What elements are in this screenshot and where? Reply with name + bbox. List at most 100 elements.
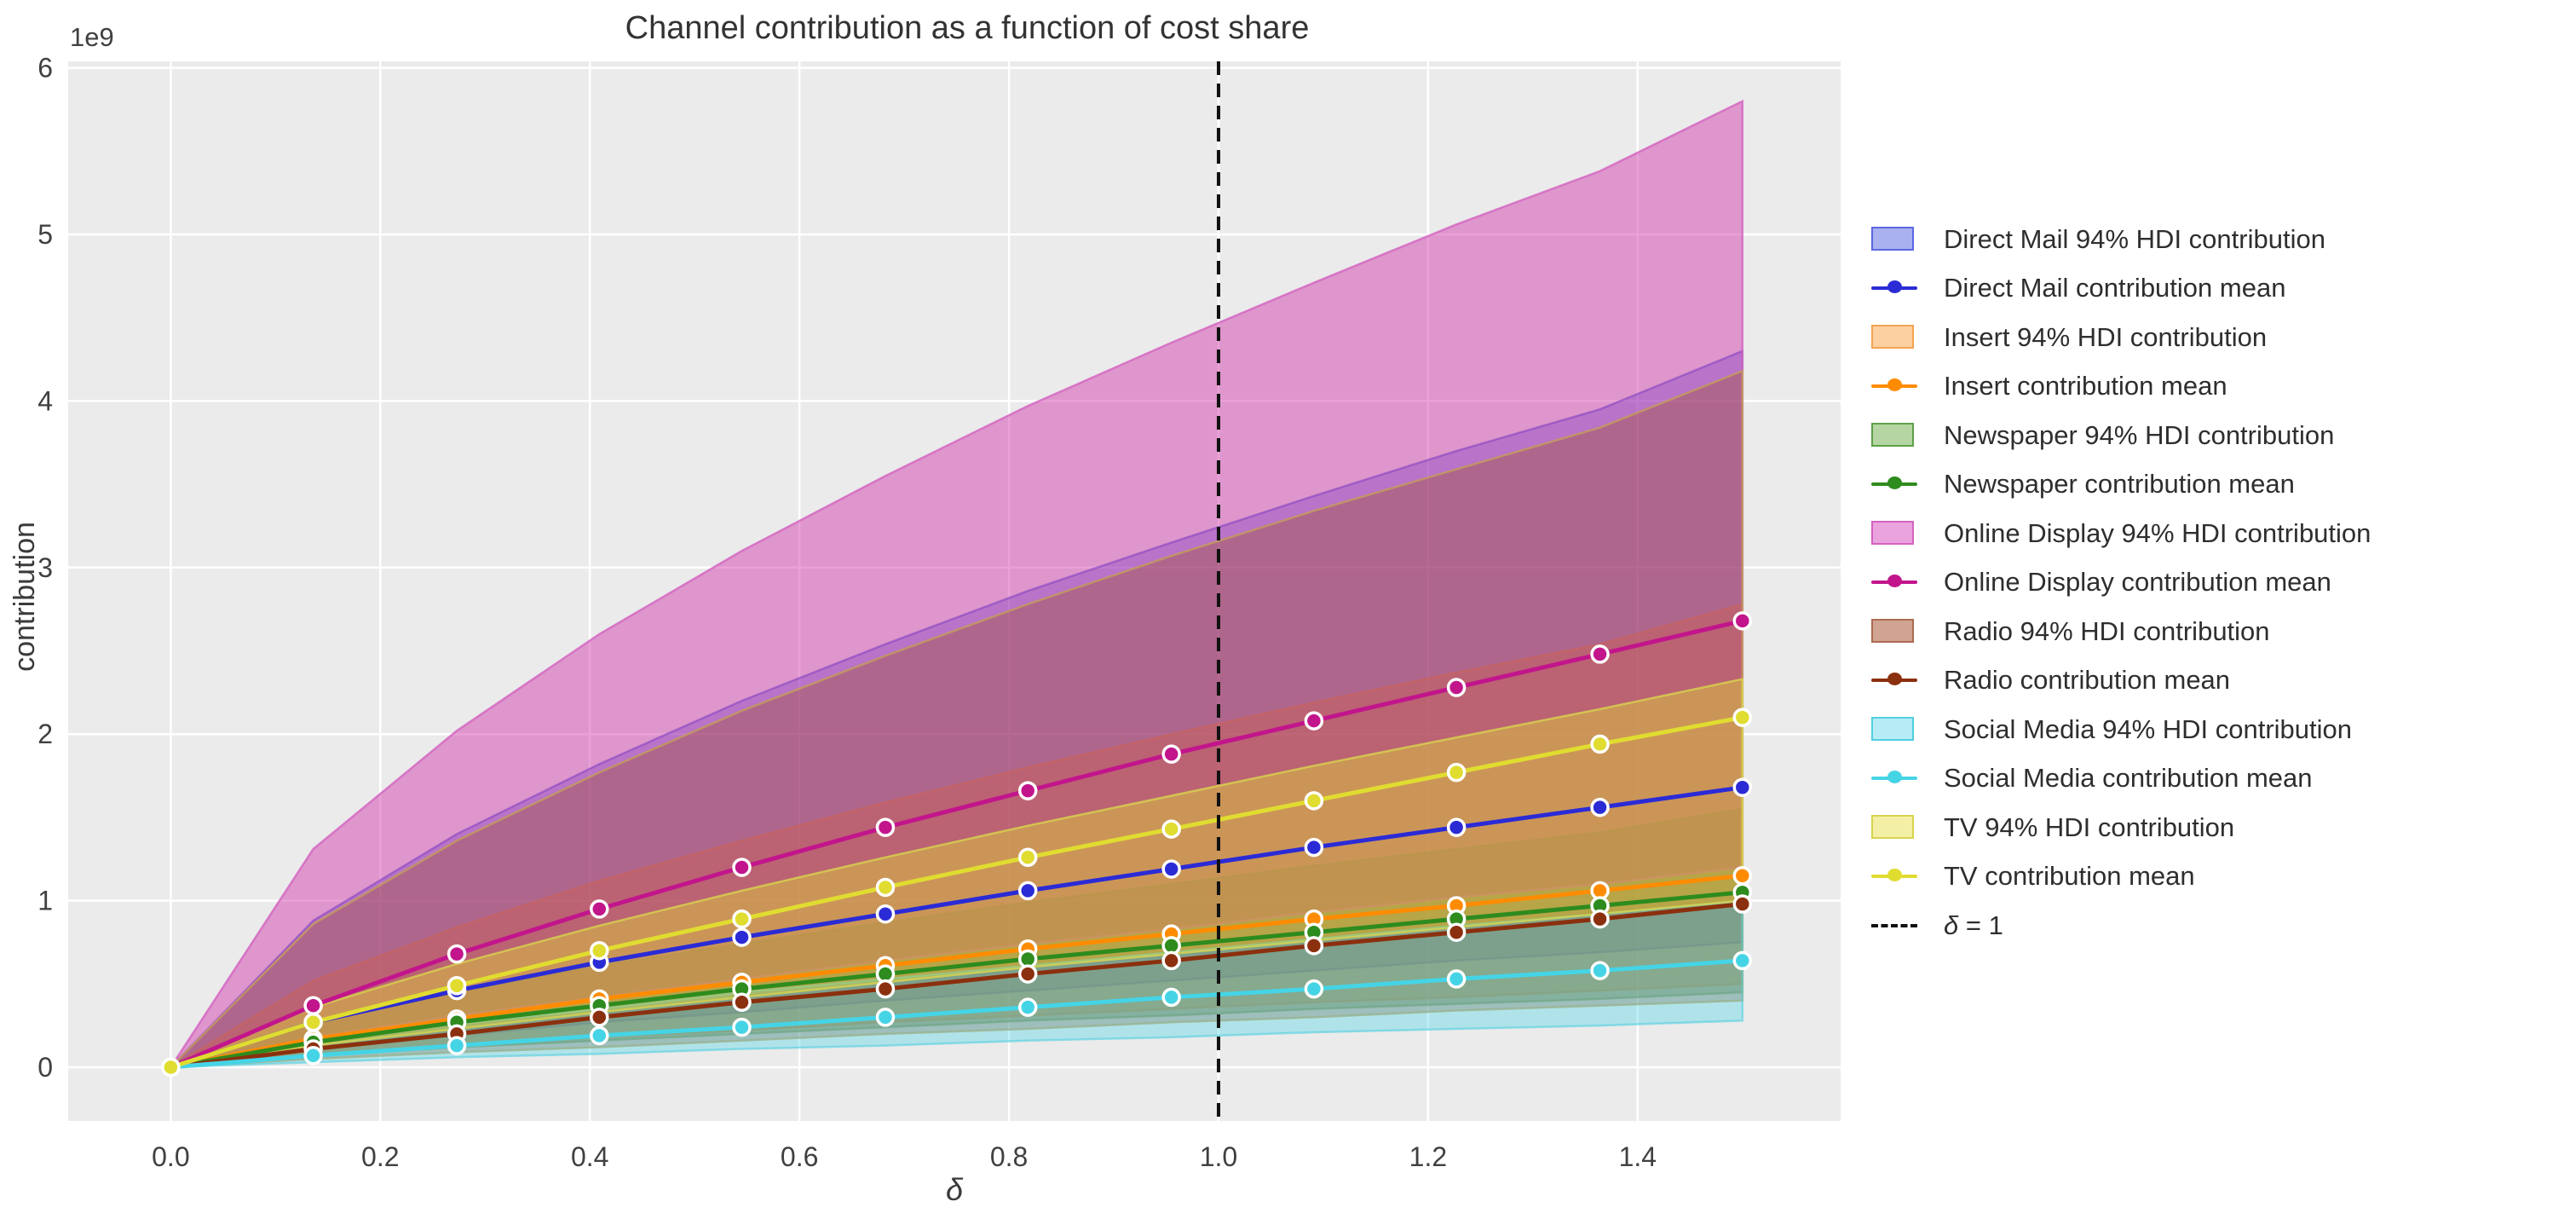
legend-label: Online Display 94% HDI contribution (1944, 517, 2371, 548)
hdi-patch-icon (1871, 716, 1914, 741)
legend-item-delta-1: δ = 1 (1871, 901, 2003, 950)
legend-item-tv-line: TV contribution mean (1871, 852, 2195, 900)
x-tick-label: 0.2 (361, 1141, 399, 1172)
legend-label: Insert 94% HDI contribution (1944, 321, 2268, 352)
insert-band-swatch-icon (1871, 313, 1917, 361)
x-axis-label: δ (946, 1172, 964, 1207)
online_display-mean-line (170, 618, 1743, 1070)
x-tick-label: 1.0 (1200, 1141, 1237, 1172)
tv-marker (590, 940, 609, 961)
hdi-patch-icon (1871, 814, 1914, 839)
social_media-marker (1446, 969, 1467, 989)
online_display-line-swatch-icon (1871, 557, 1917, 606)
hdi-patch-icon (1871, 226, 1914, 251)
tv-marker (1017, 847, 1038, 868)
tv-marker (1446, 762, 1467, 783)
legend-item-radio-line: Radio contribution mean (1871, 656, 2230, 704)
legend-label: Social Media contribution mean (1944, 763, 2313, 793)
legend-label: Radio 94% HDI contribution (1944, 615, 2270, 646)
legend-label: Newspaper contribution mean (1944, 469, 2295, 499)
social_media-marker (732, 1017, 752, 1037)
mean-marker-icon (1887, 673, 1902, 685)
x-tick-label: 0.4 (571, 1141, 608, 1172)
legend-item-insert-line: Insert contribution mean (1871, 361, 2227, 410)
x-tick-label: 0.0 (152, 1141, 189, 1172)
legend-item-newspaper-line: Newspaper contribution mean (1871, 459, 2295, 508)
chart-title: Channel contribution as a function of co… (625, 10, 1310, 46)
social_media-marker (875, 1008, 896, 1027)
online_display-band-swatch-icon (1871, 509, 1917, 557)
y-tick-label: 1 (37, 886, 53, 916)
hdi-patch-icon (1871, 324, 1914, 349)
direct_mail-mean-line (170, 785, 1743, 1070)
dash-icon (1871, 923, 1917, 927)
x-tick-label: 1.2 (1409, 1141, 1447, 1172)
direct_mail-marker (1446, 817, 1467, 837)
legend-item-direct_mail-patch: Direct Mail 94% HDI contribution (1871, 215, 2325, 263)
radio-marker (732, 992, 752, 1013)
radio-mean-line (170, 902, 1743, 1070)
tv-marker (1590, 734, 1610, 754)
online_display-marker (1161, 744, 1181, 764)
legend-label: Newspaper 94% HDI contribution (1944, 419, 2335, 450)
mean-marker-icon (1887, 771, 1902, 783)
tv-marker (1732, 708, 1753, 727)
legend-label: Direct Mail contribution mean (1944, 273, 2286, 303)
radio-marker (1446, 922, 1467, 942)
newspaper-line-swatch-icon (1871, 459, 1917, 508)
legend-label: Radio contribution mean (1944, 665, 2231, 695)
social_media-marker (303, 1046, 323, 1066)
online_display-marker (1017, 781, 1038, 800)
legend-item-online_display-patch: Online Display 94% HDI contribution (1871, 509, 2371, 557)
plot-area (68, 61, 1841, 1121)
insert-mean-line (170, 873, 1743, 1070)
online_display-marker (590, 899, 609, 919)
y-tick-label: 4 (37, 385, 53, 416)
direct_mail-marker (1017, 881, 1038, 901)
radio-marker (590, 1008, 609, 1027)
social_media-line-swatch-icon (1871, 754, 1917, 802)
mean-marker-icon (1887, 378, 1902, 391)
legend-label: δ = 1 (1944, 910, 2003, 940)
y-tick-label: 2 (37, 719, 53, 749)
newspaper-mean-line (170, 890, 1743, 1070)
radio-marker (1590, 909, 1610, 929)
direct_mail-marker (1161, 859, 1181, 879)
legend-label: Online Display contribution mean (1944, 567, 2331, 597)
hdi-patch-icon (1871, 618, 1914, 643)
tv-marker (732, 909, 752, 929)
mean-marker-icon (1887, 477, 1902, 489)
direct_mail-marker (1304, 837, 1324, 858)
online_display-marker (1304, 711, 1324, 731)
social_media-marker (1161, 987, 1181, 1008)
tick-labels: 0 1 2 3 4 5 6 0.0 0.2 0.4 0.6 0.8 1.0 1.2 1.4 (37, 53, 1657, 1172)
tv-marker (447, 975, 467, 996)
direct_mail-band-swatch-icon (1871, 215, 1917, 263)
radio-marker (1017, 964, 1038, 984)
radio-line-swatch-icon (1871, 656, 1917, 704)
legend-item-insert-patch: Insert 94% HDI contribution (1871, 313, 2267, 361)
hdi-patch-icon (1871, 422, 1914, 447)
radio-band-swatch-icon (1871, 607, 1917, 656)
hdi-patch-icon (1871, 520, 1914, 545)
tv-line-swatch-icon (1871, 852, 1917, 900)
social_media-marker (1017, 997, 1038, 1017)
legend-item-direct_mail-line: Direct Mail contribution mean (1871, 263, 2285, 312)
direct_mail-marker (732, 927, 752, 947)
legend-item-social_media-line: Social Media contribution mean (1871, 754, 2313, 802)
mean-marker-icon (1887, 575, 1902, 587)
y-tick-label: 6 (37, 53, 53, 84)
mean-marker-icon (1887, 869, 1902, 881)
radio-marker (1304, 936, 1324, 956)
tv-mean-line (170, 715, 1743, 1070)
legend-label: TV 94% HDI contribution (1944, 812, 2235, 842)
newspaper-band-swatch-icon (1871, 411, 1917, 459)
mean-lines (161, 611, 1753, 1077)
online_display-marker (447, 944, 467, 964)
legend-label: Insert contribution mean (1944, 371, 2227, 401)
y-axis-offset-text: 1e9 (70, 22, 114, 52)
legend-label: Social Media 94% HDI contribution (1944, 713, 2353, 744)
y-axis-label: contribution (9, 522, 41, 672)
tv-marker (1304, 791, 1324, 811)
